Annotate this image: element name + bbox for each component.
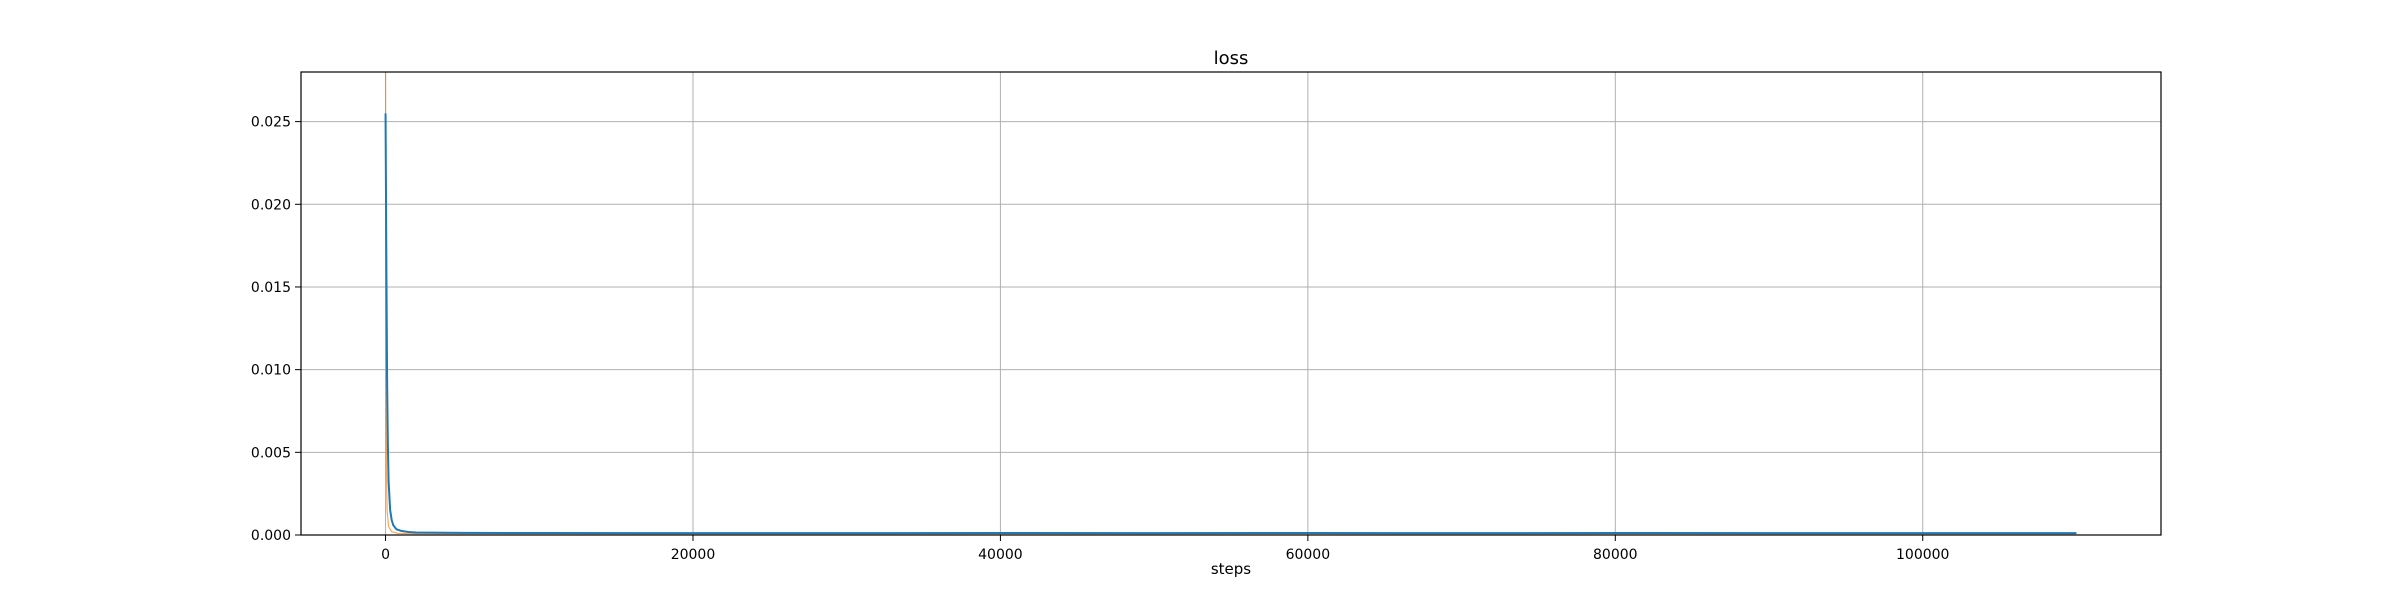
x-tick-label: 40000 xyxy=(978,547,1023,563)
y-tick-label: 0.020 xyxy=(251,197,291,213)
x-tick-label: 80000 xyxy=(1593,547,1638,563)
x-tick-label: 60000 xyxy=(1286,547,1331,563)
y-axis: 0.000 0.005 0.010 0.015 0.020 0.025 xyxy=(251,115,301,544)
x-axis-label: steps xyxy=(1211,560,1251,578)
grid xyxy=(301,72,2161,536)
chart-title: loss xyxy=(1214,48,1249,69)
series-group xyxy=(384,71,2077,535)
x-tick-label: 0 xyxy=(381,547,390,563)
x-tick-label: 100000 xyxy=(1896,547,1949,563)
y-tick-label: 0.000 xyxy=(251,528,291,544)
y-tick-label: 0.005 xyxy=(251,445,291,461)
y-tick-label: 0.025 xyxy=(251,115,291,131)
x-axis: 0 20000 40000 60000 80000 100000 xyxy=(381,535,1949,563)
series-line-1 xyxy=(384,71,2077,535)
x-tick-label: 20000 xyxy=(671,547,716,563)
series-line-0 xyxy=(384,113,2077,535)
y-tick-label: 0.015 xyxy=(251,280,291,296)
y-tick-label: 0.010 xyxy=(251,363,291,379)
plot-frame xyxy=(300,71,2162,536)
